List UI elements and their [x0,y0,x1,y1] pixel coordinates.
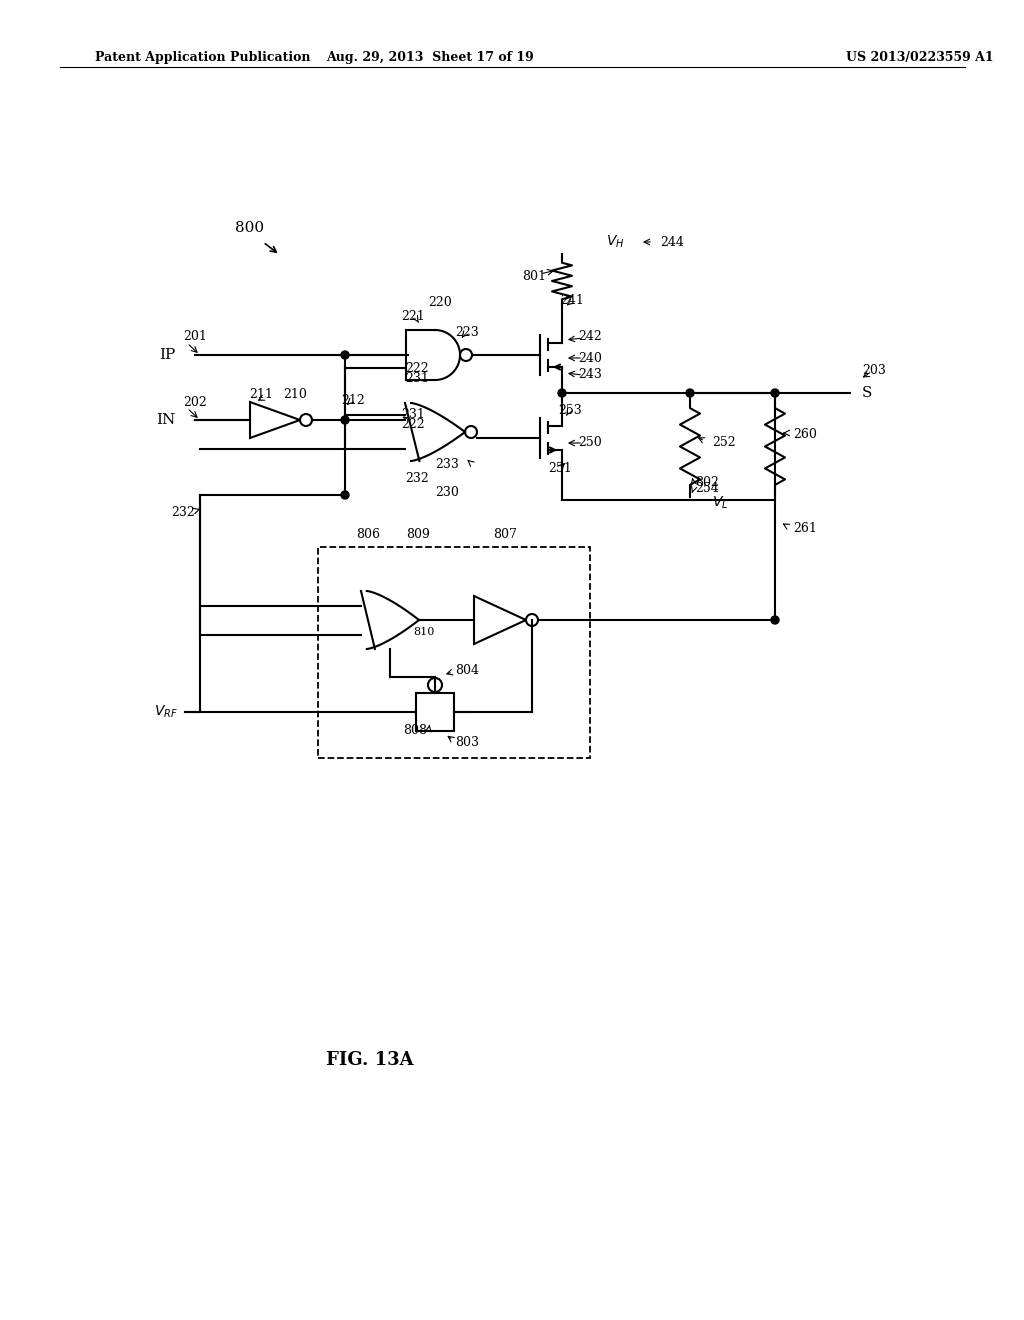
Text: 801: 801 [522,271,546,284]
Circle shape [558,389,566,397]
Circle shape [341,351,349,359]
Text: 232: 232 [171,506,195,519]
Text: 221: 221 [401,310,425,323]
Text: 810: 810 [414,627,434,638]
Text: IP: IP [159,348,175,362]
Text: 250: 250 [579,437,602,450]
Text: 803: 803 [455,735,479,748]
Text: 222: 222 [406,363,429,375]
Text: 231: 231 [406,372,429,385]
Text: 809: 809 [407,528,430,541]
Text: US 2013/0223559 A1: US 2013/0223559 A1 [846,50,994,63]
Text: 251: 251 [548,462,571,474]
Text: 241: 241 [560,293,584,306]
Text: $V_L$: $V_L$ [712,495,728,511]
Bar [318,546,590,758]
Text: 260: 260 [793,429,817,441]
Text: FIG. 13A: FIG. 13A [327,1051,414,1069]
Text: 230: 230 [435,486,459,499]
Text: 802: 802 [695,477,719,490]
Text: 808: 808 [403,723,427,737]
Text: Patent Application Publication: Patent Application Publication [95,50,310,63]
Text: 202: 202 [183,396,207,408]
Circle shape [341,491,349,499]
Text: 800: 800 [236,220,264,235]
Text: 223: 223 [455,326,479,339]
Circle shape [771,389,779,397]
Text: 211: 211 [249,388,273,401]
Circle shape [771,616,779,624]
Text: 807: 807 [494,528,517,541]
Bar [416,693,454,731]
Text: S: S [862,385,872,400]
Circle shape [686,389,694,397]
Text: 242: 242 [579,330,602,343]
Text: 222: 222 [401,418,425,432]
Text: 201: 201 [183,330,207,343]
Text: $V_H$: $V_H$ [606,234,625,251]
Text: 804: 804 [455,664,479,677]
Text: 210: 210 [283,388,307,401]
Text: 243: 243 [579,368,602,381]
Text: 806: 806 [356,528,380,541]
Text: 203: 203 [862,364,886,378]
Text: 254: 254 [695,482,719,495]
Text: $V_{RF}$: $V_{RF}$ [154,704,178,721]
Text: 212: 212 [341,393,365,407]
Text: 261: 261 [793,521,817,535]
Text: 233: 233 [435,458,459,471]
Text: 220: 220 [428,297,452,309]
Text: 252: 252 [712,437,735,450]
Text: 232: 232 [406,471,429,484]
Text: Aug. 29, 2013  Sheet 17 of 19: Aug. 29, 2013 Sheet 17 of 19 [326,50,534,63]
Text: 244: 244 [660,235,684,248]
Text: 231: 231 [401,408,425,421]
Text: IN: IN [156,413,175,426]
Text: 240: 240 [579,351,602,364]
Text: 253: 253 [558,404,582,417]
Circle shape [341,416,349,424]
